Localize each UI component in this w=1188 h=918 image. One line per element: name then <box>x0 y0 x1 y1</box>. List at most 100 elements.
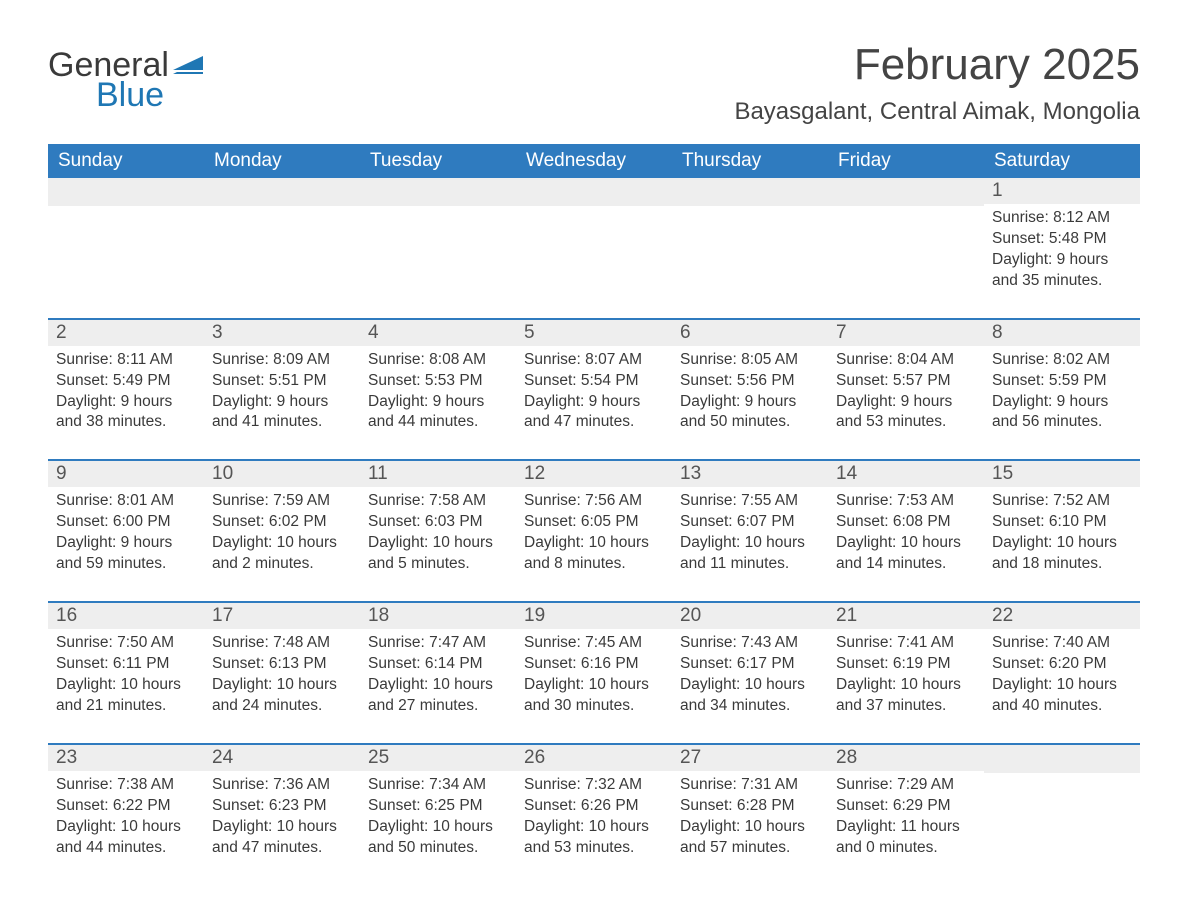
day-number: 24 <box>204 745 360 771</box>
day-details: Sunrise: 7:32 AMSunset: 6:26 PMDaylight:… <box>516 771 672 867</box>
calendar-week: 23Sunrise: 7:38 AMSunset: 6:22 PMDayligh… <box>48 743 1140 867</box>
sunrise-text: Sunrise: 7:47 AM <box>368 633 508 654</box>
weekday-header: Wednesday <box>516 144 672 178</box>
sunset-text: Sunset: 6:11 PM <box>56 654 196 675</box>
day-details: Sunrise: 7:48 AMSunset: 6:13 PMDaylight:… <box>204 629 360 725</box>
daylight-text: Daylight: 10 hours and 11 minutes. <box>680 533 820 575</box>
sunset-text: Sunset: 6:26 PM <box>524 796 664 817</box>
daylight-text: Daylight: 9 hours and 47 minutes. <box>524 392 664 434</box>
weekday-header: Tuesday <box>360 144 516 178</box>
sunrise-text: Sunrise: 7:31 AM <box>680 775 820 796</box>
day-number: 5 <box>516 320 672 346</box>
calendar-day: 6Sunrise: 8:05 AMSunset: 5:56 PMDaylight… <box>672 320 828 442</box>
daylight-text: Daylight: 10 hours and 18 minutes. <box>992 533 1132 575</box>
day-details: Sunrise: 7:41 AMSunset: 6:19 PMDaylight:… <box>828 629 984 725</box>
day-number: 7 <box>828 320 984 346</box>
calendar-day: 27 Sunrise: 7:31 AMSunset: 6:28 PMDayligh… <box>672 745 828 867</box>
calendar-day <box>360 178 516 300</box>
day-number: 3 <box>204 320 360 346</box>
daylight-text: Daylight: 10 hours and 24 minutes. <box>212 675 352 717</box>
day-number: 20 <box>672 603 828 629</box>
day-details: Sunrise: 8:12 AMSunset: 5:48 PMDaylight:… <box>984 204 1140 300</box>
calendar-day: 16Sunrise: 7:50 AMSunset: 6:11 PMDayligh… <box>48 603 204 725</box>
sunrise-text: Sunrise: 8:09 AM <box>212 350 352 371</box>
daylight-text: Daylight: 9 hours and 59 minutes. <box>56 533 196 575</box>
day-details: Sunrise: 7:43 AMSunset: 6:17 PMDaylight:… <box>672 629 828 725</box>
sunrise-text: Sunrise: 7:38 AM <box>56 775 196 796</box>
calendar-day <box>204 178 360 300</box>
sunrise-text: Sunrise: 7:32 AM <box>524 775 664 796</box>
day-number <box>672 178 828 206</box>
sunrise-text: Sunrise: 7:48 AM <box>212 633 352 654</box>
day-number: 10 <box>204 461 360 487</box>
daylight-text: Daylight: 9 hours and 50 minutes. <box>680 392 820 434</box>
day-number: 9 <box>48 461 204 487</box>
day-number: 2 <box>48 320 204 346</box>
sunset-text: Sunset: 6:22 PM <box>56 796 196 817</box>
day-number <box>360 178 516 206</box>
calendar-week: 2Sunrise: 8:11 AMSunset: 5:49 PMDaylight… <box>48 318 1140 442</box>
daylight-text: Daylight: 9 hours and 38 minutes. <box>56 392 196 434</box>
daylight-text: Daylight: 10 hours and 57 minutes. <box>680 817 820 859</box>
day-number: 14 <box>828 461 984 487</box>
sunset-text: Sunset: 5:49 PM <box>56 371 196 392</box>
day-details: Sunrise: 7:38 AMSunset: 6:22 PMDaylight:… <box>48 771 204 867</box>
sunset-text: Sunset: 5:53 PM <box>368 371 508 392</box>
calendar-day: 8Sunrise: 8:02 AMSunset: 5:59 PMDaylight… <box>984 320 1140 442</box>
calendar-week: 9Sunrise: 8:01 AMSunset: 6:00 PMDaylight… <box>48 459 1140 583</box>
day-number: 12 <box>516 461 672 487</box>
day-number: 4 <box>360 320 516 346</box>
calendar-day: 17Sunrise: 7:48 AMSunset: 6:13 PMDayligh… <box>204 603 360 725</box>
sunrise-text: Sunrise: 7:41 AM <box>836 633 976 654</box>
daylight-text: Daylight: 10 hours and 27 minutes. <box>368 675 508 717</box>
day-details: Sunrise: 8:02 AMSunset: 5:59 PMDaylight:… <box>984 346 1140 442</box>
daylight-text: Daylight: 9 hours and 41 minutes. <box>212 392 352 434</box>
day-details: Sunrise: 8:01 AMSunset: 6:00 PMDaylight:… <box>48 487 204 583</box>
header-block: General Blue February 2025 Bayasgalant, … <box>48 40 1140 126</box>
calendar-day: 13Sunrise: 7:55 AMSunset: 6:07 PMDayligh… <box>672 461 828 583</box>
calendar-day <box>516 178 672 300</box>
daylight-text: Daylight: 10 hours and 30 minutes. <box>524 675 664 717</box>
day-details: Sunrise: 7:29 AMSunset: 6:29 PMDaylight:… <box>828 771 984 867</box>
day-number: 11 <box>360 461 516 487</box>
calendar-day: 9Sunrise: 8:01 AMSunset: 6:00 PMDaylight… <box>48 461 204 583</box>
calendar-day: 19Sunrise: 7:45 AMSunset: 6:16 PMDayligh… <box>516 603 672 725</box>
sunset-text: Sunset: 6:25 PM <box>368 796 508 817</box>
day-number: 17 <box>204 603 360 629</box>
sunrise-text: Sunrise: 7:58 AM <box>368 491 508 512</box>
sunset-text: Sunset: 5:56 PM <box>680 371 820 392</box>
calendar-day <box>672 178 828 300</box>
day-number: 27 <box>672 745 828 771</box>
weekday-header: Monday <box>204 144 360 178</box>
sunset-text: Sunset: 6:23 PM <box>212 796 352 817</box>
daylight-text: Daylight: 9 hours and 56 minutes. <box>992 392 1132 434</box>
day-number: 26 <box>516 745 672 771</box>
sunset-text: Sunset: 6:00 PM <box>56 512 196 533</box>
day-number: 19 <box>516 603 672 629</box>
calendar-week: 16Sunrise: 7:50 AMSunset: 6:11 PMDayligh… <box>48 601 1140 725</box>
day-details: Sunrise: 8:09 AMSunset: 5:51 PMDaylight:… <box>204 346 360 442</box>
day-details: Sunrise: 7:59 AMSunset: 6:02 PMDaylight:… <box>204 487 360 583</box>
logo-word-2: Blue <box>96 76 169 115</box>
daylight-text: Daylight: 10 hours and 34 minutes. <box>680 675 820 717</box>
sunset-text: Sunset: 6:14 PM <box>368 654 508 675</box>
logo: General Blue <box>48 48 207 115</box>
daylight-text: Daylight: 10 hours and 47 minutes. <box>212 817 352 859</box>
sunrise-text: Sunrise: 8:05 AM <box>680 350 820 371</box>
day-details: Sunrise: 7:58 AMSunset: 6:03 PMDaylight:… <box>360 487 516 583</box>
sunrise-text: Sunrise: 7:34 AM <box>368 775 508 796</box>
day-details: Sunrise: 8:11 AMSunset: 5:49 PMDaylight:… <box>48 346 204 442</box>
sunrise-text: Sunrise: 7:50 AM <box>56 633 196 654</box>
day-details: Sunrise: 7:34 AMSunset: 6:25 PMDaylight:… <box>360 771 516 867</box>
day-details: Sunrise: 7:47 AMSunset: 6:14 PMDaylight:… <box>360 629 516 725</box>
sunset-text: Sunset: 6:28 PM <box>680 796 820 817</box>
day-number: 25 <box>360 745 516 771</box>
day-number: 15 <box>984 461 1140 487</box>
day-details: Sunrise: 7:36 AMSunset: 6:23 PMDaylight:… <box>204 771 360 867</box>
sunrise-text: Sunrise: 7:55 AM <box>680 491 820 512</box>
daylight-text: Daylight: 10 hours and 50 minutes. <box>368 817 508 859</box>
day-number: 13 <box>672 461 828 487</box>
calendar-day: 3Sunrise: 8:09 AMSunset: 5:51 PMDaylight… <box>204 320 360 442</box>
sunset-text: Sunset: 6:16 PM <box>524 654 664 675</box>
daylight-text: Daylight: 10 hours and 8 minutes. <box>524 533 664 575</box>
